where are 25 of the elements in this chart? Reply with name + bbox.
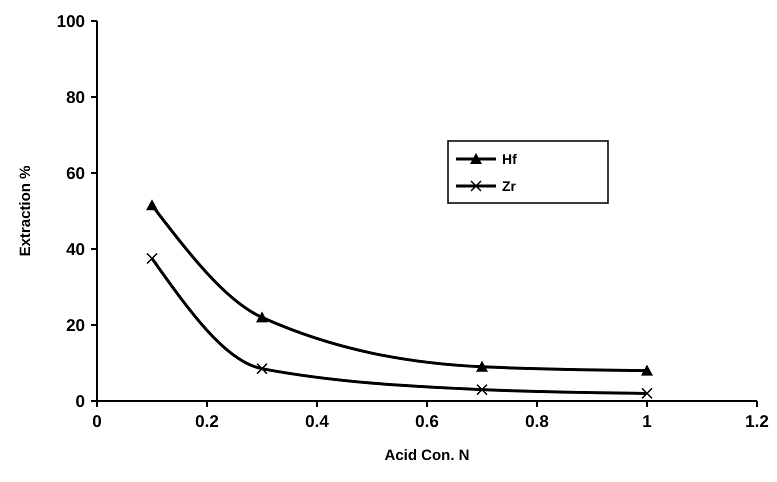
y-tick-label: 80 — [66, 88, 85, 107]
x-tick-label: 0.6 — [415, 412, 439, 431]
y-tick-label: 20 — [66, 316, 85, 335]
x-tick-label: 0.4 — [305, 412, 330, 431]
point — [256, 311, 268, 322]
x-tick-label: 1 — [642, 412, 652, 431]
x-tick-label: 1.2 — [745, 412, 769, 431]
x-tick-label: 0 — [92, 412, 102, 431]
y-tick-label: 100 — [56, 12, 85, 31]
y-axis-title: Extraction % — [17, 166, 34, 256]
x-tick-label: 0.8 — [525, 412, 549, 431]
y-tick-label: 60 — [66, 164, 85, 183]
legend-label: Zr — [502, 178, 517, 194]
x-axis-title: Acid Con. N — [384, 447, 470, 464]
point — [146, 199, 158, 210]
point — [641, 364, 653, 376]
legend-label: Hf — [502, 151, 518, 167]
point — [146, 252, 158, 264]
x-tick-label: 0.2 — [195, 412, 219, 431]
point — [641, 388, 653, 400]
point — [256, 362, 268, 374]
point — [476, 360, 488, 372]
y-tick-label: 40 — [66, 240, 85, 259]
point — [476, 384, 488, 396]
y-tick-label: 0 — [76, 392, 85, 411]
